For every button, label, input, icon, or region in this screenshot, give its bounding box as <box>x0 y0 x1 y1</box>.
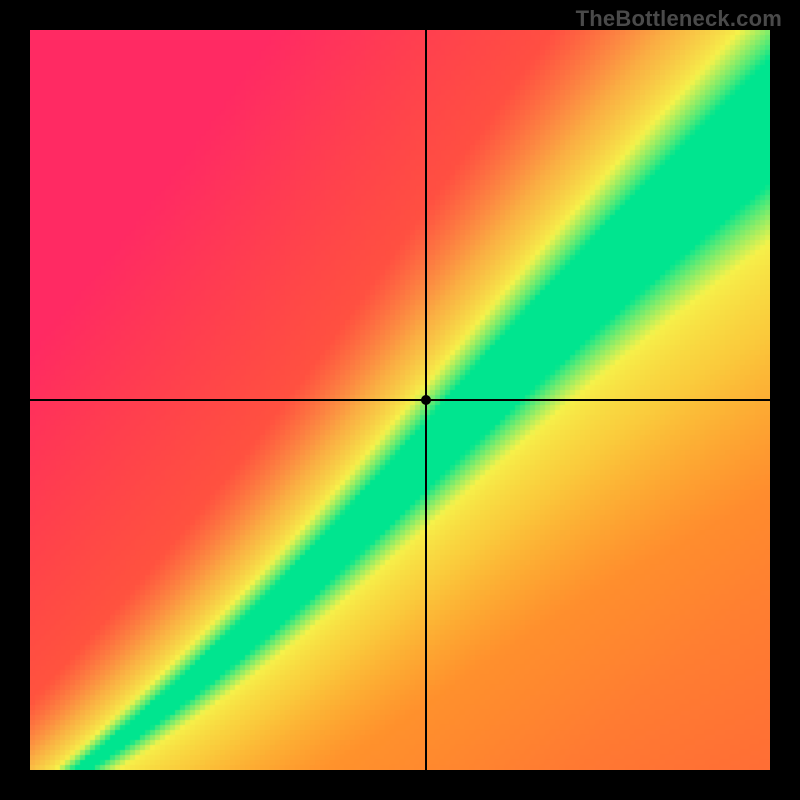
watermark-text: TheBottleneck.com <box>576 6 782 32</box>
crosshair-marker <box>421 395 431 405</box>
crosshair-horizontal <box>30 399 770 401</box>
